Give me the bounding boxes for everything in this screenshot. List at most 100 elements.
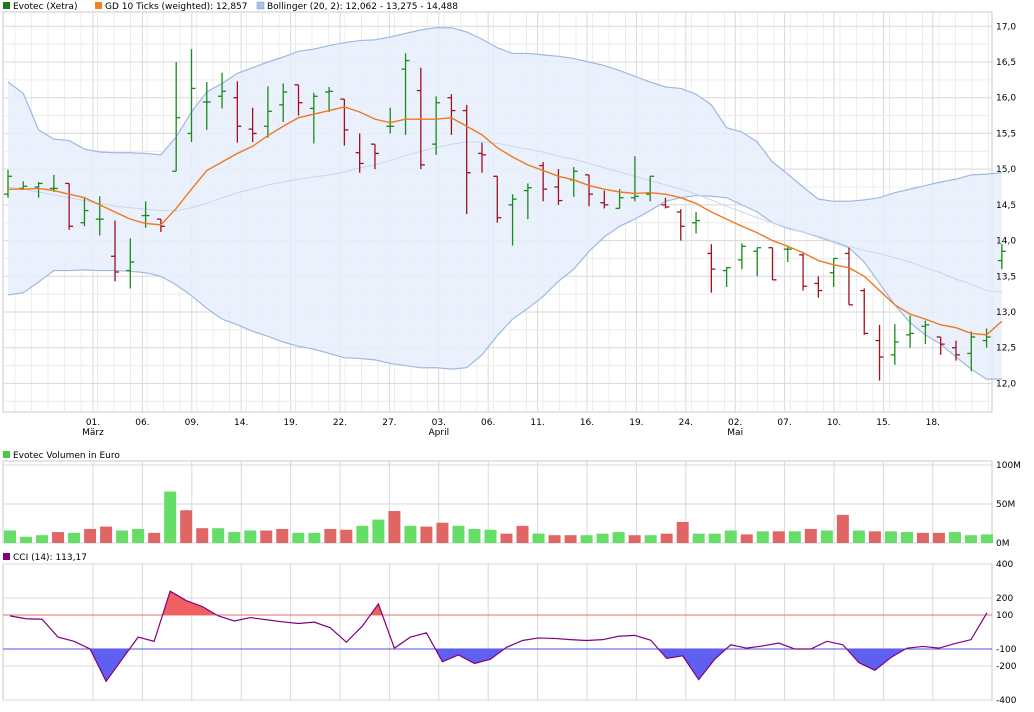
ohlc-bar xyxy=(829,257,838,287)
x-tick-label: 19. xyxy=(283,418,297,428)
volume-bar xyxy=(580,535,593,543)
x-tick-label: 22. xyxy=(333,418,347,428)
volume-bar xyxy=(964,535,977,543)
volume-bar xyxy=(404,525,417,543)
ohlc-bar xyxy=(95,196,104,236)
volume-bar xyxy=(948,532,961,543)
volume-bar xyxy=(164,491,177,543)
volume-bar xyxy=(468,528,481,543)
volume-bar xyxy=(660,533,673,543)
ohlc-bar xyxy=(814,276,823,298)
month-label: Mai xyxy=(727,428,743,438)
ohlc-bar xyxy=(554,169,563,205)
ohlc-bar xyxy=(355,133,364,173)
ohlc-bar xyxy=(600,190,609,209)
ohlc-bar xyxy=(401,53,410,135)
ohlc-bar xyxy=(65,182,74,230)
ohlc-series xyxy=(4,49,1006,381)
volume-bar xyxy=(276,528,289,543)
volume-y-tick-label: 50M xyxy=(996,500,1015,510)
volume-bar xyxy=(820,530,833,543)
legend-gd: GD 10 Ticks (weighted): 12,857 xyxy=(105,2,248,12)
volume-bar xyxy=(756,531,769,543)
x-tick-label: 19. xyxy=(629,418,643,428)
volume-bar xyxy=(772,531,785,543)
volume-bar xyxy=(676,521,689,543)
ohlc-bar xyxy=(111,220,120,282)
volume-bar xyxy=(4,530,16,543)
ohlc-bar xyxy=(523,183,532,220)
volume-bar xyxy=(356,525,369,543)
price-y-tick-label: 16,5 xyxy=(996,58,1016,68)
volume-bar xyxy=(452,525,465,543)
volume-bar xyxy=(228,532,241,543)
ohlc-bar xyxy=(493,175,502,223)
volume-bar xyxy=(68,532,81,543)
ohlc-bar xyxy=(416,67,425,170)
ohlc-bar xyxy=(126,238,135,289)
legend-swatch-gd xyxy=(95,2,102,9)
month-label: März xyxy=(82,428,104,438)
volume-bar xyxy=(84,528,97,543)
volume-bar xyxy=(100,526,113,543)
volume-bar xyxy=(916,532,929,543)
volume-bar xyxy=(292,532,305,543)
volume-bar xyxy=(708,533,721,543)
x-tick-label: 18. xyxy=(926,418,940,428)
ohlc-bar xyxy=(218,72,227,109)
ohlc-bar xyxy=(646,175,655,202)
ohlc-bar xyxy=(508,194,517,246)
volume-bar xyxy=(148,532,161,543)
gd-line-series xyxy=(8,106,1003,336)
volume-bar xyxy=(196,528,209,543)
ohlc-bar xyxy=(172,62,181,172)
cci-oversold-area xyxy=(846,649,906,671)
main-legend: Evotec (Xetra) GD 10 Ticks (weighted): 1… xyxy=(3,1,458,12)
cci-y-tick-label: -400 xyxy=(996,696,1017,706)
volume-bar xyxy=(484,529,497,543)
legend-swatch-volume xyxy=(3,451,10,458)
legend-cci: CCI (14): 113,17 xyxy=(13,553,87,563)
ohlc-bar xyxy=(661,197,670,209)
price-y-tick-label: 17,0 xyxy=(996,22,1016,32)
ohlc-bar xyxy=(982,328,991,348)
legend-swatch-cci xyxy=(3,553,10,560)
volume-bar xyxy=(260,530,273,543)
month-label: April xyxy=(429,428,450,438)
price-y-tick-label: 12,5 xyxy=(996,344,1016,354)
cci-y-tick-label: 400 xyxy=(996,560,1013,570)
cci-overbought-area xyxy=(162,591,217,615)
ohlc-bar xyxy=(539,162,548,202)
volume-bar xyxy=(420,526,433,543)
volume-bar xyxy=(596,533,609,543)
ohlc-bar xyxy=(997,244,1006,270)
ohlc-bar xyxy=(768,247,777,281)
price-y-tick-label: 14,5 xyxy=(996,201,1016,211)
ohlc-bar xyxy=(233,81,242,143)
ohlc-bar xyxy=(753,247,762,277)
volume-bar xyxy=(884,531,897,543)
x-tick-label: 03. xyxy=(432,418,446,428)
ohlc-bar xyxy=(294,84,303,116)
volume-bar xyxy=(436,522,449,543)
ohlc-bar xyxy=(844,247,853,306)
ohlc-bar xyxy=(263,86,272,138)
legend-bollinger: Bollinger (20, 2): 12,062 - 13,275 - 14,… xyxy=(267,2,458,12)
volume-bar xyxy=(308,532,321,543)
ohlc-bar xyxy=(676,209,685,241)
ohlc-bar xyxy=(692,212,701,234)
ohlc-bar xyxy=(370,143,379,170)
volume-bar xyxy=(852,530,865,543)
cci-oversold-area xyxy=(658,649,727,680)
ohlc-bar xyxy=(248,107,257,142)
ohlc-bar xyxy=(447,94,456,135)
volume-bar xyxy=(36,535,49,543)
x-tick-label: 14. xyxy=(234,418,248,428)
volume-y-tick-label: 0M xyxy=(996,539,1010,549)
bollinger-band xyxy=(7,27,1002,380)
volume-bar xyxy=(52,532,65,543)
volume-bar xyxy=(244,530,257,543)
volume-bar xyxy=(548,535,561,543)
ohlc-bar xyxy=(156,218,165,232)
